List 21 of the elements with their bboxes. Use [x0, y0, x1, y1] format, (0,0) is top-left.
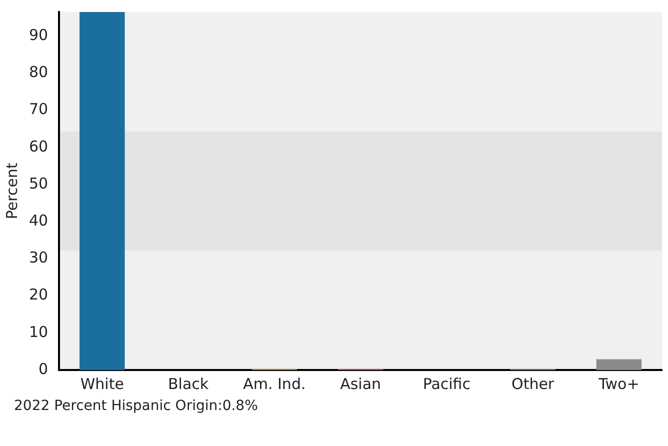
- y-tick-label: 0: [38, 360, 48, 378]
- x-tick-label: Black: [168, 374, 209, 393]
- y-tick-label: 50: [28, 174, 48, 192]
- x-tick-label: Am. Ind.: [243, 374, 306, 393]
- y-tick-label: 80: [28, 63, 48, 82]
- x-tick-label: White: [80, 374, 124, 393]
- x-tick-label: Asian: [340, 374, 382, 393]
- y-tick-label: 70: [28, 100, 48, 118]
- y-tick-label: 90: [28, 26, 48, 44]
- bar: [80, 12, 125, 370]
- bar: [596, 359, 642, 370]
- x-tick-label: Other: [512, 374, 555, 393]
- y-axis-title: Percent: [2, 162, 21, 220]
- x-tick-label: Pacific: [422, 374, 471, 393]
- y-tick-label: 30: [28, 248, 48, 267]
- y-tick-label: 40: [28, 211, 48, 230]
- y-tick-label: 10: [28, 322, 48, 341]
- x-tick-label: Two+: [598, 374, 640, 393]
- y-tick-label: 20: [28, 286, 48, 304]
- text: 2022 Percent Hispanic Origin:0.8%: [14, 398, 258, 414]
- y-tick-label: 60: [28, 137, 48, 156]
